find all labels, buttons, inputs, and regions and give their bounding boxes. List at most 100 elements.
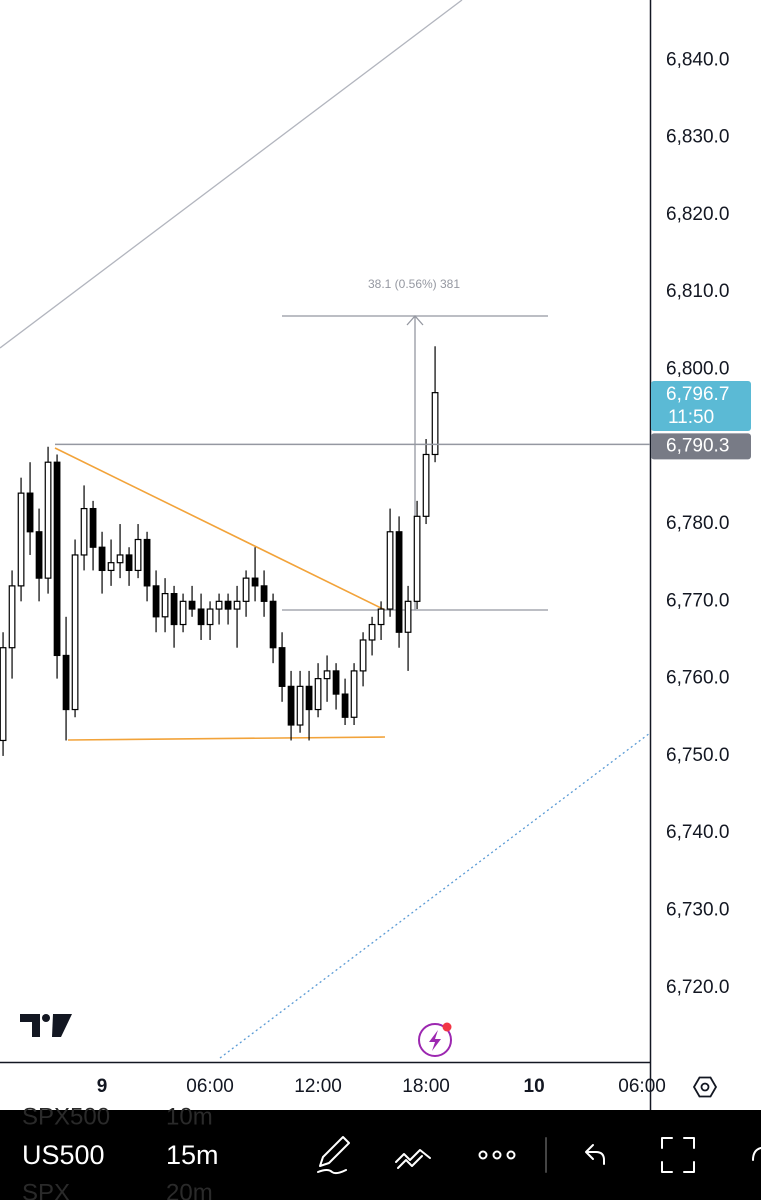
candle-body — [35, 531, 43, 579]
picker-interval-below: 20m — [166, 1179, 213, 1200]
candle-body — [116, 554, 124, 564]
level-label: 6,790.3 — [666, 435, 729, 456]
y-tick-label: 6,800.0 — [666, 358, 729, 379]
candle-body — [296, 685, 304, 726]
x-tick-label: 10 — [524, 1076, 545, 1097]
candle-body — [89, 507, 97, 548]
dotted-trend-line — [219, 732, 651, 1059]
level-box — [651, 433, 751, 460]
price-axis: 6,720.0 6,730.0 6,740.0 6,750.0 6,760.0 6,770… — [666, 49, 729, 998]
time-axis: 9 06:00 12:00 18:00 10 06:00 — [97, 1076, 666, 1097]
candle-body — [431, 392, 439, 456]
triangle-upper-line — [54, 447, 386, 611]
candle-body — [404, 600, 412, 633]
tradingview-logo — [20, 1014, 72, 1037]
x-tick-label: 12:00 — [294, 1076, 342, 1097]
more-icon[interactable] — [478, 1150, 516, 1160]
x-tick-label: 06:00 — [186, 1076, 234, 1097]
y-tick-label: 6,840.0 — [666, 49, 729, 70]
candle-body — [224, 600, 232, 610]
candle-body — [71, 554, 79, 711]
toolbar — [0, 1110, 761, 1200]
candle-body — [305, 685, 313, 711]
candle-body — [125, 554, 133, 572]
x-tick-label: 18:00 — [402, 1076, 450, 1097]
trend-line — [0, 0, 463, 349]
settings-icon[interactable] — [692, 1076, 718, 1098]
candle-body — [332, 670, 340, 695]
candle-body — [188, 600, 196, 610]
candle-body — [107, 562, 115, 572]
candle-body — [386, 531, 394, 610]
candle-body — [170, 593, 178, 626]
picker-interval-above: 10m — [166, 1103, 213, 1130]
candle-body — [62, 654, 70, 711]
candle-body — [395, 531, 403, 633]
candle-body — [350, 670, 358, 718]
candle-body — [80, 507, 88, 556]
candle-body — [368, 623, 376, 641]
picker-symbol-above: SPX500 — [22, 1103, 110, 1130]
candle-body — [152, 585, 160, 618]
candle-body — [269, 600, 277, 649]
last-price-box — [651, 380, 751, 431]
y-tick-label: 6,750.0 — [666, 745, 729, 766]
candle-body — [287, 685, 295, 726]
candle-body — [341, 693, 349, 718]
draw-icon[interactable] — [317, 1136, 350, 1175]
y-tick-label: 6,730.0 — [666, 900, 729, 921]
interval[interactable]: 15m — [166, 1140, 219, 1170]
candles — [0, 346, 439, 756]
candle-body — [242, 577, 250, 602]
y-tick-label: 6,770.0 — [666, 590, 729, 611]
last-price-label: 6,796.7 — [666, 384, 729, 405]
partial-icon[interactable] — [752, 1147, 761, 1161]
candle-body — [206, 608, 214, 626]
y-tick-label: 6,740.0 — [666, 822, 729, 843]
undo-icon[interactable] — [585, 1144, 605, 1165]
y-tick-label: 6,720.0 — [666, 977, 729, 998]
candle-body — [197, 608, 205, 626]
candle-body — [134, 538, 142, 572]
candle-body — [215, 600, 223, 610]
candle-body — [0, 647, 7, 742]
candle-body — [179, 600, 187, 626]
alert-icon[interactable] — [418, 1022, 452, 1057]
picker-symbol-below: SPX — [22, 1179, 70, 1200]
measure-label: 38.1 (0.56%) 381 — [368, 277, 460, 291]
candle-body — [278, 647, 286, 687]
candle-body — [323, 670, 331, 680]
candle-body — [413, 515, 421, 602]
candle-body — [26, 492, 34, 533]
x-tick-label: 06:00 — [618, 1076, 666, 1097]
candle-body — [359, 639, 367, 672]
candle-body — [422, 453, 430, 517]
candle-body — [143, 538, 151, 587]
countdown: 11:50 — [668, 407, 714, 428]
y-tick-label: 6,780.0 — [666, 513, 729, 534]
triangle-lower-line — [67, 736, 386, 741]
candle-body — [377, 608, 385, 626]
fullscreen-icon[interactable] — [661, 1137, 695, 1173]
candle-body — [314, 678, 322, 711]
symbol[interactable]: US500 — [22, 1140, 105, 1170]
candle-body — [53, 461, 61, 657]
x-tick-label: 9 — [97, 1076, 108, 1097]
measure-arrowhead — [406, 315, 424, 326]
candle-body — [98, 546, 106, 572]
candle-body — [251, 577, 259, 587]
candle-body — [17, 492, 25, 587]
y-tick-label: 6,760.0 — [666, 668, 729, 689]
pattern-icon[interactable] — [395, 1149, 431, 1169]
y-tick-label: 6,830.0 — [666, 127, 729, 148]
candle-body — [161, 593, 169, 618]
candle-body — [260, 585, 268, 602]
candle-body — [44, 461, 52, 579]
candle-body — [233, 600, 241, 610]
candle-body — [8, 585, 16, 649]
y-tick-label: 6,820.0 — [666, 204, 729, 225]
y-tick-label: 6,810.0 — [666, 281, 729, 302]
